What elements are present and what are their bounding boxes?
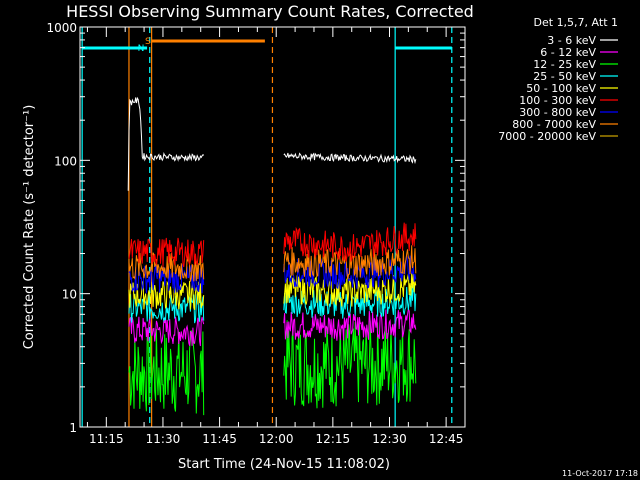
series-line-2-seg-0 — [128, 328, 205, 416]
x-axis-label: Start Time (24-Nov-15 11:08:02) — [178, 457, 390, 472]
legend-label: 12 - 25 keV — [533, 58, 596, 71]
legend-label: 50 - 100 keV — [526, 82, 596, 95]
cyan-bar-label: N — [138, 44, 145, 54]
x-tick-label: 12:45 — [429, 432, 464, 446]
plot-frame — [79, 26, 466, 428]
x-tick-label: 11:45 — [202, 432, 237, 446]
series-line-6-seg-1 — [283, 255, 417, 290]
series-line-1-seg-0 — [128, 316, 205, 347]
x-tick-label: 12:00 — [259, 432, 294, 446]
legend-label: 3 - 6 keV — [547, 34, 596, 47]
legend-label: 300 - 800 keV — [519, 106, 596, 119]
series-line-0-seg-0 — [127, 96, 205, 191]
chart-title: HESSI Observing Summary Count Rates, Cor… — [66, 2, 474, 21]
x-tick-label: 12:15 — [316, 432, 351, 446]
axes: 1 10 100 1000 11:15 11:30 11:45 12:00 12:15 12:30… — [46, 21, 466, 446]
x-tick-label: 11:30 — [146, 432, 181, 446]
series-line-7-seg-1 — [283, 245, 417, 280]
legend-label: 800 - 7000 keV — [512, 118, 596, 131]
y-tick-label: 1 — [69, 421, 77, 435]
series-line-2-seg-1 — [283, 320, 417, 409]
footer-date: 11-Oct-2017 17:18 — [562, 469, 638, 478]
series-line-5-seg-0 — [128, 237, 205, 268]
series-line-0-seg-1 — [283, 152, 417, 165]
series-line-4-seg-0 — [128, 280, 205, 310]
y-tick-label: 100 — [54, 154, 77, 168]
x-tick-label: 11:15 — [89, 432, 124, 446]
series-line-5-seg-1 — [283, 222, 417, 263]
orange-bar-label: S — [145, 37, 151, 47]
y-tick-label: 10 — [62, 288, 77, 302]
legend-header: Det 1,5,7, Att 1 — [534, 16, 618, 29]
legend-label: 25 - 50 keV — [533, 70, 596, 83]
x-tick-label: 12:30 — [372, 432, 407, 446]
series-line-3-seg-1 — [283, 283, 417, 319]
y-tick-label: 1000 — [46, 21, 77, 35]
series-line-7-seg-0 — [128, 252, 205, 282]
legend-label: 6 - 12 keV — [540, 46, 596, 59]
legend-label: 7000 - 20000 keV — [498, 130, 596, 143]
legend-label: 100 - 300 keV — [519, 94, 596, 107]
y-axis-label: Corrected Count Rate (s⁻¹ detector⁻¹) — [22, 105, 37, 350]
plot-area: SN — [81, 27, 453, 427]
